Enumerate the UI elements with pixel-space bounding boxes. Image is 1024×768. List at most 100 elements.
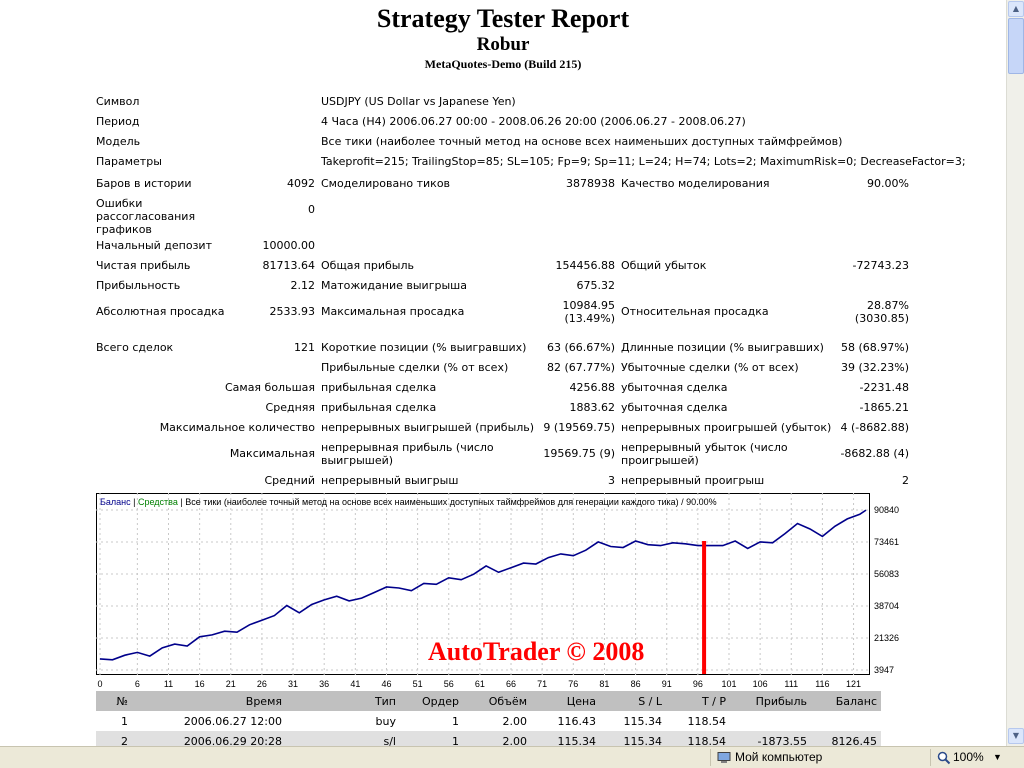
zoom-control[interactable]: 100% ▼ [930,749,1024,766]
loss-trades-value: 39 (32.23%) [840,361,909,374]
max-cons-losses-label: непрерывных проигрышей (убыток) [621,421,832,434]
gross-loss-label: Общий убыток [621,259,707,272]
cell-balance: 8126.45 [811,731,881,746]
profit-factor-value: 2.12 [290,279,316,292]
largest-loss-label: убыточная сделка [621,381,728,394]
cell-time: 2006.06.27 12:00 [183,714,282,728]
cell-price: 115.34 [531,731,600,746]
y-tick-label: 73461 [874,537,899,547]
max-drawdown-value: 10984.95 [562,299,616,312]
profit-factor-label: Прибыльность [96,279,181,292]
cell-number: 2 [96,731,132,746]
loss-trades-label: Убыточные сделки (% от всех) [621,361,799,374]
cell-balance [811,711,881,731]
largest-loss-value: -2231.48 [859,381,909,394]
abs-drawdown-label: Абсолютная просадка [96,305,225,318]
total-trades-value: 121 [294,341,315,354]
col-number: № [96,691,132,711]
zoom-icon [937,751,951,765]
y-tick-label: 3947 [874,665,894,675]
security-zone: Мой компьютер [710,749,911,766]
chart-title: Все тики (наиболее точный метод на основ… [185,497,716,507]
report-title: Strategy Tester Report [376,4,630,33]
scroll-up-button[interactable]: ▲ [1008,1,1024,17]
gross-loss-value: -72743.23 [852,259,909,272]
col-order: Ордер [400,691,463,711]
average-label: Средняя [265,401,315,414]
x-tick-label: 0 [97,679,102,689]
gross-profit-label: Общая прибыль [321,259,414,272]
cell-tp: 118.54 [687,714,727,728]
cell-volume: 2.00 [502,714,528,728]
x-tick-label: 121 [846,679,861,689]
largest-label: Самая большая [224,381,315,394]
vertical-scrollbar[interactable]: ▲ ▼ [1006,0,1024,746]
trades-header-row: № Время Тип Ордер Объём Цена S / L T / P… [96,691,881,711]
x-tick-label: 11 [164,679,173,689]
total-trades-label: Всего сделок [96,341,174,354]
cell-volume: 2.00 [463,731,531,746]
model-label: Модель [96,135,141,148]
zoom-label: 100% [953,750,984,764]
avg-cons-label: Средний [264,474,315,487]
cell-type: s/l [286,731,400,746]
short-positions-value: 63 (66.67%) [546,341,615,354]
x-tick-label: 31 [288,679,298,689]
cell-order: 1 [452,714,459,728]
expected-payoff-label: Матожидание выигрыша [321,279,467,292]
net-profit-value: 81713.64 [262,259,316,272]
cell-number: 1 [121,714,128,728]
y-tick-label: 38704 [874,601,899,611]
x-tick-label: 116 [815,679,829,689]
short-positions-label: Короткие позиции (% выигравших) [321,341,527,354]
period-value: 4 Часа (H4) 2006.06.27 00:00 - 2008.06.2… [321,115,746,128]
cell-type: buy [375,714,396,728]
cell-order: 1 [400,731,463,746]
deposit-label: Начальный депозит [96,239,212,252]
chevron-down-icon[interactable]: ▼ [993,752,1002,762]
expert-name: Robur [476,34,530,55]
long-positions-label: Длинные позиции (% выигравших) [621,341,824,354]
max-cons-losses-value: 4 (-8682.88) [840,421,909,434]
zone-label: Мой компьютер [735,750,823,764]
scroll-down-button[interactable]: ▼ [1008,728,1024,744]
bars-value: 4092 [287,177,315,190]
profit-trades-label: Прибыльные сделки (% от всех) [321,361,509,374]
x-tick-label: 21 [226,679,236,689]
rel-drawdown-money: (3030.85) [854,312,909,325]
y-tick-label: 21326 [874,633,899,643]
col-sl: S / L [600,691,666,711]
cell-profit: -1873.55 [730,731,811,746]
status-bar: Мой компьютер 100% ▼ [0,746,1024,768]
x-tick-label: 46 [381,679,391,689]
col-type: Тип [286,691,400,711]
max-drawdown-label: Максимальная просадка [321,305,465,318]
errors-label: Ошибки рассогласования графиков [96,197,196,236]
largest-profit-label: прибыльная сделка [321,381,437,394]
x-tick-label: 81 [599,679,609,689]
avg-cons-losses-label: непрерывный проигрыш [621,474,765,487]
trades-table: № Время Тип Ордер Объём Цена S / L T / P… [96,691,881,746]
col-volume: Объём [463,691,531,711]
scroll-thumb[interactable] [1008,18,1024,74]
x-tick-label: 66 [506,679,516,689]
bars-label: Баров в истории [96,177,192,190]
max-cons-wins-label: непрерывных выигрышей (прибыль) [321,421,535,434]
table-row: 2 2006.06.29 20:28 s/l 1 2.00 115.34 115… [96,731,881,746]
deposit-value: 10000.00 [262,239,316,252]
average-loss-value: -1865.21 [859,401,909,414]
quality-label: Качество моделирования [621,177,770,190]
x-tick-label: 86 [631,679,641,689]
legend-equity: Средства [138,497,178,507]
report-document: Strategy Tester Report Robur MetaQuotes-… [96,4,966,746]
maximal-loss-value: -8682.88 (4) [840,447,909,460]
x-tick-label: 91 [662,679,672,689]
x-tick-label: 101 [721,679,736,689]
abs-drawdown-value: 2533.93 [269,305,316,318]
max-cons-wins-value: 9 (19569.75) [543,421,615,434]
ticks-label: Смоделировано тиков [321,177,451,190]
largest-profit-value: 4256.88 [569,381,616,394]
errors-value: 0 [308,203,315,216]
avg-cons-wins-value: 3 [608,474,615,487]
